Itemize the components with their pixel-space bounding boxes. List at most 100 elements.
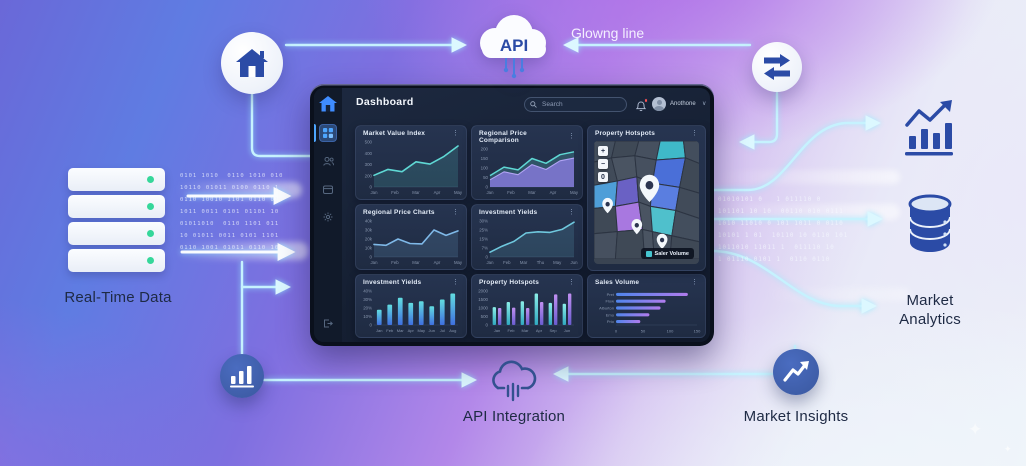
home-node[interactable] [221, 32, 283, 94]
chevron-down-icon[interactable]: ∨ [702, 101, 707, 107]
svg-text:30k: 30k [365, 228, 373, 233]
card-chart: 30% 25% 15% 7% 0 Jan Feb Mar Thu May Jun [475, 218, 579, 266]
map-legend: Saler Volume [640, 248, 694, 259]
map-canvas[interactable]: + − 0 Saler Volume [594, 141, 699, 264]
sidebar-logo-home-icon[interactable] [319, 96, 337, 112]
dashboard-card-investment-yields-line: Investment Yields ⋮ 30% 25% 15% 7% 0 Jan Feb Mar T… [471, 204, 583, 270]
card-title: Investment Yields [479, 209, 538, 216]
dashboard-sidebar [314, 88, 342, 342]
svg-text:May: May [454, 190, 463, 195]
svg-text:0: 0 [615, 329, 618, 334]
sidebar-item-settings[interactable] [319, 208, 337, 226]
svg-text:1000: 1000 [478, 306, 488, 311]
dashboard-window: Dashboard Anothone ∨ Market Value Index ⋮… [310, 84, 714, 346]
map-zoom-controls: + − 0 [598, 146, 608, 182]
logout-icon [324, 319, 333, 327]
map-zoom-out-button[interactable]: − [598, 159, 608, 169]
market-analytics-line2: Analytics [899, 311, 961, 328]
sidebar-item-dashboard[interactable] [319, 124, 337, 142]
server-led [147, 176, 154, 183]
map-zoom-reset-button[interactable]: 0 [598, 172, 608, 182]
svg-text:300: 300 [365, 162, 373, 167]
svg-text:150: 150 [694, 329, 701, 334]
svg-text:May: May [454, 260, 463, 265]
dashboard-card-investment-yields-bars: Investment Yields ⋮ 40% 30% 20% 10% 0 Jan Feb Mar… [355, 274, 467, 338]
api-cloud-node[interactable]: API [468, 10, 560, 84]
card-menu-icon[interactable]: ⋮ [691, 278, 698, 286]
svg-text:Feb: Feb [508, 328, 516, 333]
market-analytics-label: Market Analytics [875, 291, 985, 329]
card-menu-icon[interactable]: ⋮ [452, 129, 459, 137]
calendar-icon [323, 185, 333, 194]
user-name[interactable]: Anothone [670, 101, 696, 107]
dashboard-card-property-hotspots-map: Property Hotspots ⋮ [587, 125, 706, 271]
card-menu-icon[interactable]: ⋮ [691, 129, 698, 137]
svg-text:Jan: Jan [487, 190, 495, 195]
api-integration-node[interactable] [486, 358, 540, 404]
sidebar-item-logout[interactable] [319, 314, 337, 332]
search-input[interactable] [540, 100, 621, 109]
svg-text:Jan: Jan [376, 328, 382, 333]
users-icon [322, 156, 334, 166]
svg-text:Mar: Mar [522, 328, 530, 333]
svg-text:Feb: Feb [503, 260, 511, 265]
search-box[interactable] [524, 97, 627, 112]
svg-text:40%: 40% [363, 289, 372, 294]
sidebar-item-users[interactable] [319, 152, 337, 170]
svg-text:500: 500 [365, 140, 373, 145]
market-insights-node[interactable] [773, 349, 819, 395]
light-beam [176, 182, 302, 198]
svg-text:Jun: Jun [429, 328, 435, 333]
cloud-icon [480, 15, 546, 58]
svg-text:Apr: Apr [408, 328, 415, 333]
svg-text:Aug: Aug [449, 328, 456, 333]
market-insights-label: Market Insights [743, 408, 849, 425]
cloud-upload-icon [492, 360, 537, 402]
svg-text:Mar: Mar [412, 260, 420, 265]
glowing-line-label: Glowng line [571, 25, 645, 41]
card-menu-icon[interactable]: ⋮ [568, 133, 575, 140]
notifications-bell[interactable] [635, 98, 648, 112]
svg-text:Mar: Mar [528, 190, 536, 195]
gear-icon [323, 212, 333, 222]
svg-text:40k: 40k [365, 219, 373, 224]
sidebar-active-accent [314, 124, 316, 142]
card-menu-icon[interactable]: ⋮ [568, 208, 575, 216]
binary-stream-line: 01011010 0110 1101 011 [180, 221, 280, 227]
database-icon [908, 194, 952, 252]
card-menu-icon[interactable]: ⋮ [452, 208, 459, 216]
svg-text:0: 0 [486, 255, 489, 260]
bar-chart-node[interactable] [220, 354, 264, 398]
server-led [147, 203, 154, 210]
card-chart: 200 150 100 50 0 Jan Feb Mar Apr May [475, 146, 579, 196]
database-node[interactable] [904, 192, 956, 254]
sidebar-item-calendar[interactable] [319, 180, 337, 198]
map-zoom-in-button[interactable]: + [598, 146, 608, 156]
dashboard-card-regional-price-comparison: Regional Price Comparison ⋮ 200 150 100 50 0 Ja… [471, 125, 583, 200]
binary-stream-line: 10 01011 0011 0101 1101 [180, 233, 280, 239]
dashboard-card-regional-price-charts: Regional Price Charts ⋮ 40k 30k 20k 10k 0 Jan Fe… [355, 204, 467, 270]
svg-text:Emo: Emo [606, 312, 615, 317]
dashboard-card-sales-volume: Sales Volume ⋮ Pret Flow Alburton Emo Prio 0 50 1… [587, 274, 706, 338]
market-growth-node[interactable] [902, 98, 956, 158]
card-menu-icon[interactable]: ⋮ [452, 278, 459, 286]
binary-stream-line: 1011010 11011 1 011110 10 [718, 245, 835, 251]
map-pin-icon [602, 174, 668, 249]
card-title: Property Hotspots [595, 130, 656, 137]
svg-text:Jul: Jul [440, 328, 445, 333]
server-led [147, 257, 154, 264]
svg-text:150: 150 [481, 156, 489, 161]
api-cloud-label: API [500, 36, 528, 55]
transfer-node[interactable] [752, 42, 802, 92]
svg-text:Pret: Pret [607, 292, 615, 297]
svg-text:20k: 20k [365, 237, 373, 242]
user-avatar[interactable] [652, 97, 666, 111]
svg-text:Jan: Jan [371, 260, 379, 265]
svg-text:Jun: Jun [571, 260, 579, 265]
svg-text:50: 50 [641, 329, 646, 334]
svg-text:Jan: Jan [494, 328, 500, 333]
svg-text:Feb: Feb [507, 190, 515, 195]
card-menu-icon[interactable]: ⋮ [568, 278, 575, 286]
svg-text:Alburton: Alburton [599, 306, 614, 311]
